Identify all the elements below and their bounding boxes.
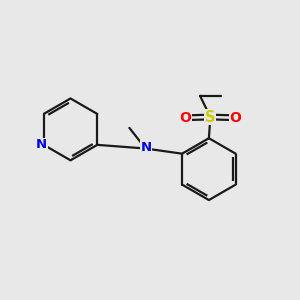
Text: N: N bbox=[141, 141, 152, 154]
Text: O: O bbox=[230, 111, 242, 124]
Text: O: O bbox=[179, 111, 191, 124]
Text: S: S bbox=[205, 110, 216, 124]
Text: N: N bbox=[36, 138, 47, 151]
